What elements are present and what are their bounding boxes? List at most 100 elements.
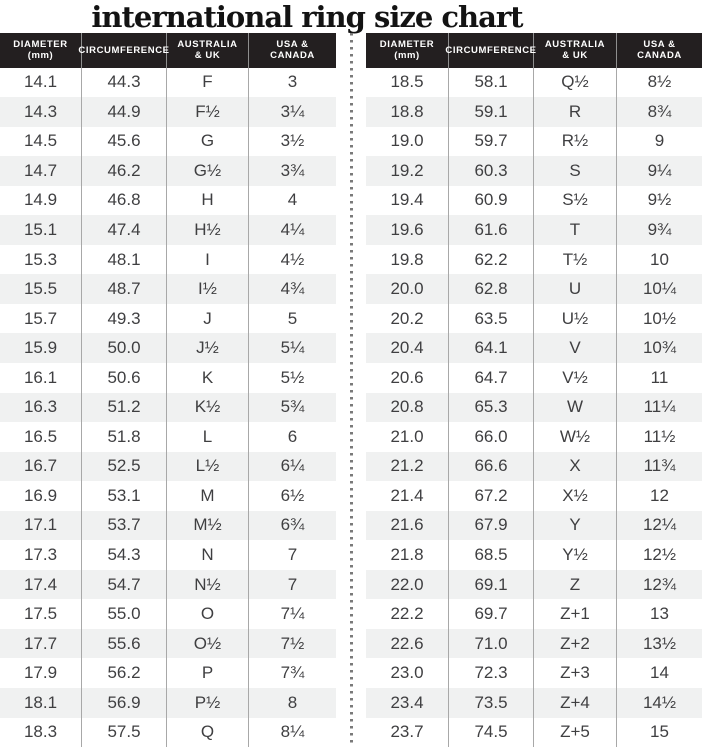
cell: 17.1 [0, 510, 82, 541]
cell: 59.1 [449, 97, 534, 127]
cell: 57.5 [82, 717, 167, 747]
cell: 4¾ [280, 279, 305, 299]
table-row: 20.2 63.5 U½ 10½ [366, 303, 702, 334]
cell: R [534, 97, 617, 127]
cell: X½ [534, 481, 617, 511]
header-cell: AUSTRALIA & UK [167, 33, 249, 68]
cell: 12½ [642, 545, 677, 565]
cell: 13 [650, 604, 669, 624]
cell: G½ [167, 156, 249, 186]
cell: J [167, 303, 249, 334]
cell: 22.6 [366, 628, 449, 659]
header-cell-line: DIAMETER [379, 39, 435, 51]
cell: S [534, 156, 617, 186]
cell: 71.0 [449, 628, 534, 659]
cell: 16.9 [0, 481, 82, 511]
cell: Z+1 [534, 599, 617, 629]
table-row: 18.1 56.9 P½ 8 [0, 687, 336, 718]
cell: 5½ [280, 367, 305, 387]
cell: Z+3 [534, 658, 617, 688]
table-row: 17.4 54.7 N½ 7 [0, 569, 336, 600]
table-header: DIAMETER (mm) CIRCUMFERENCE AUSTRALIA & UK US… [0, 33, 336, 68]
cell: 18.8 [366, 97, 449, 127]
cell: 67.9 [449, 510, 534, 541]
cell: 50.6 [82, 362, 167, 393]
header-cell-line: USA & [643, 39, 676, 51]
table-row: 22.6 71.0 Z+2 13½ [366, 628, 702, 659]
cell: 10 [650, 249, 669, 269]
cell: 46.8 [82, 185, 167, 216]
cell: 50.0 [82, 333, 167, 363]
table-row: 17.3 54.3 N 7 [0, 540, 336, 570]
cell: 48.7 [82, 274, 167, 304]
cell: 64.1 [449, 333, 534, 363]
header-cell-line: AUSTRALIA [177, 39, 238, 51]
cell: 19.6 [366, 215, 449, 245]
header-cell-line: CANADA [637, 50, 682, 62]
cell: 15.5 [0, 274, 82, 304]
cell: 9¼ [647, 160, 672, 180]
cell: 51.8 [82, 422, 167, 452]
cell: 19.0 [366, 126, 449, 157]
cell: 4½ [280, 249, 305, 269]
cell: G [167, 126, 249, 157]
cell: 9 [654, 131, 665, 151]
cell: 14.1 [0, 67, 82, 98]
cell: 13½ [642, 633, 677, 653]
header-cell: CIRCUMFERENCE [78, 33, 169, 68]
cell: 20.0 [366, 274, 449, 304]
cell: 74.5 [449, 717, 534, 747]
cell: L [167, 422, 249, 452]
table-row: 23.4 73.5 Z+4 14½ [366, 687, 702, 718]
cell: 60.3 [449, 156, 534, 186]
cell: 11½ [643, 426, 676, 446]
cell: I [167, 244, 249, 275]
table-row: 18.8 59.1 R 8¾ [366, 97, 702, 127]
table-row: 23.0 72.3 Z+3 14 [366, 658, 702, 688]
cell: 11¼ [643, 397, 676, 417]
header-cell: USA & CANADA [249, 33, 336, 68]
table-row: 16.1 50.6 K 5½ [0, 362, 336, 393]
cell: 19.8 [366, 244, 449, 275]
cell: T [534, 215, 617, 245]
table-row: 14.9 46.8 H 4 [0, 185, 336, 216]
cell: 56.9 [82, 687, 167, 718]
cell: Z+4 [534, 687, 617, 718]
cell: H½ [167, 215, 249, 245]
cell: 3 [287, 72, 298, 92]
cell: 20.6 [366, 362, 449, 393]
cell: V [534, 333, 617, 363]
cell: O [167, 599, 249, 629]
cell: 55.6 [82, 628, 167, 659]
cell: 7 [287, 545, 298, 565]
cell: U½ [534, 303, 617, 334]
cell: 20.4 [366, 333, 449, 363]
table-row: 21.4 67.2 X½ 12 [366, 481, 702, 511]
cell: 73.5 [449, 687, 534, 718]
table-row: 22.0 69.1 Z 12¾ [366, 569, 702, 600]
header-cell-line: & UK [562, 50, 588, 62]
cell: 19.4 [366, 185, 449, 216]
table-row: 19.4 60.9 S½ 9½ [366, 185, 702, 216]
cell: 15.1 [0, 215, 82, 245]
header-cell: USA & CANADA [617, 33, 702, 68]
cell: O½ [167, 628, 249, 659]
cell: 4 [287, 190, 298, 210]
cell: 3½ [280, 131, 305, 151]
cell: 14.9 [0, 185, 82, 216]
dotted-divider [350, 33, 353, 747]
cell: 44.3 [82, 67, 167, 98]
cell: 68.5 [449, 540, 534, 570]
cell: P½ [167, 687, 249, 718]
cell: Q½ [534, 67, 617, 98]
cell: 72.3 [449, 658, 534, 688]
cell: 17.9 [0, 658, 82, 688]
cell: 58.1 [449, 67, 534, 98]
cell: 62.8 [449, 274, 534, 304]
header-cell-line: AUSTRALIA [544, 39, 606, 51]
header-cell: DIAMETER (mm) [366, 33, 449, 68]
table-row: 21.2 66.6 X 11¾ [366, 451, 702, 482]
tables-container: DIAMETER (mm) CIRCUMFERENCE AUSTRALIA & UK US… [0, 33, 702, 747]
table-row: 14.5 45.6 G 3½ [0, 126, 336, 157]
cell: 18.5 [366, 67, 449, 98]
